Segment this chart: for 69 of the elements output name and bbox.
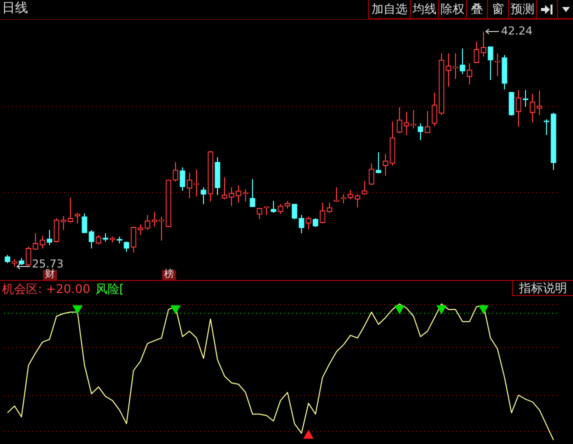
candlestick	[382, 153, 388, 176]
candlestick	[82, 212, 88, 234]
candlestick	[278, 204, 284, 215]
candlestick	[194, 168, 200, 198]
candlestick	[544, 118, 550, 136]
candlestick	[480, 31, 486, 58]
candlestick	[396, 106, 402, 134]
toolbar-button: 窗	[487, 0, 508, 19]
candlestick	[68, 197, 74, 224]
annotation: 42.24	[501, 24, 532, 38]
candlestick	[446, 52, 452, 88]
candlestick	[326, 202, 332, 214]
header-button: 指标说明	[512, 281, 573, 296]
candlestick	[516, 90, 522, 128]
toolbar-button: 除权	[438, 0, 466, 19]
candlestick	[474, 41, 480, 64]
candlestick	[144, 214, 150, 230]
candlestick	[460, 48, 466, 74]
candlestick	[424, 110, 430, 134]
candlestick	[158, 216, 164, 242]
candlestick	[124, 241, 130, 252]
candlestick	[494, 52, 500, 76]
candlestick	[368, 162, 374, 186]
candlestick	[404, 111, 410, 136]
candlestick	[270, 200, 276, 214]
candlestick	[466, 62, 472, 85]
candlestick	[292, 204, 298, 220]
candlestick	[54, 218, 60, 243]
candlestick	[250, 178, 256, 208]
candlestick	[306, 216, 312, 230]
badge: 财	[43, 270, 57, 280]
candlestick	[46, 229, 52, 246]
candlestick	[508, 92, 514, 116]
candlestick	[222, 176, 228, 200]
candlestick	[348, 189, 354, 200]
candlestick	[376, 152, 382, 174]
candlestick	[186, 172, 192, 199]
candlestick	[26, 246, 32, 266]
text: 机会区: +20.00	[2, 282, 90, 296]
candlestick	[362, 180, 368, 196]
candlestick	[130, 226, 136, 253]
candlestick	[418, 122, 424, 141]
toolbar-button: 加自选	[368, 0, 410, 19]
candlestick	[236, 184, 242, 204]
candlestick	[354, 194, 360, 208]
candlestick	[96, 234, 102, 245]
candlestick	[488, 46, 494, 80]
candlestick	[256, 208, 262, 220]
candlestick	[88, 229, 94, 249]
candlestick	[228, 186, 234, 207]
candlestick	[74, 212, 80, 224]
candlestick	[320, 202, 326, 224]
chart-title: 日线	[2, 1, 28, 16]
candlestick	[40, 235, 46, 249]
candlestick	[536, 90, 542, 116]
toolbar-button: 均线	[410, 0, 438, 19]
candlestick	[138, 224, 144, 236]
candlestick	[172, 162, 178, 182]
candlestick	[180, 166, 186, 192]
toolbar-button: 叠	[466, 0, 487, 19]
candlestick	[200, 186, 206, 205]
candlestick	[432, 92, 438, 127]
candlestick	[32, 232, 38, 251]
toolbar-button: 预测	[508, 0, 536, 19]
candlestick	[298, 214, 304, 234]
candlestick	[530, 94, 536, 124]
text: 风险[	[95, 282, 124, 296]
candlestick	[452, 52, 458, 80]
badge: 榜	[162, 270, 176, 280]
